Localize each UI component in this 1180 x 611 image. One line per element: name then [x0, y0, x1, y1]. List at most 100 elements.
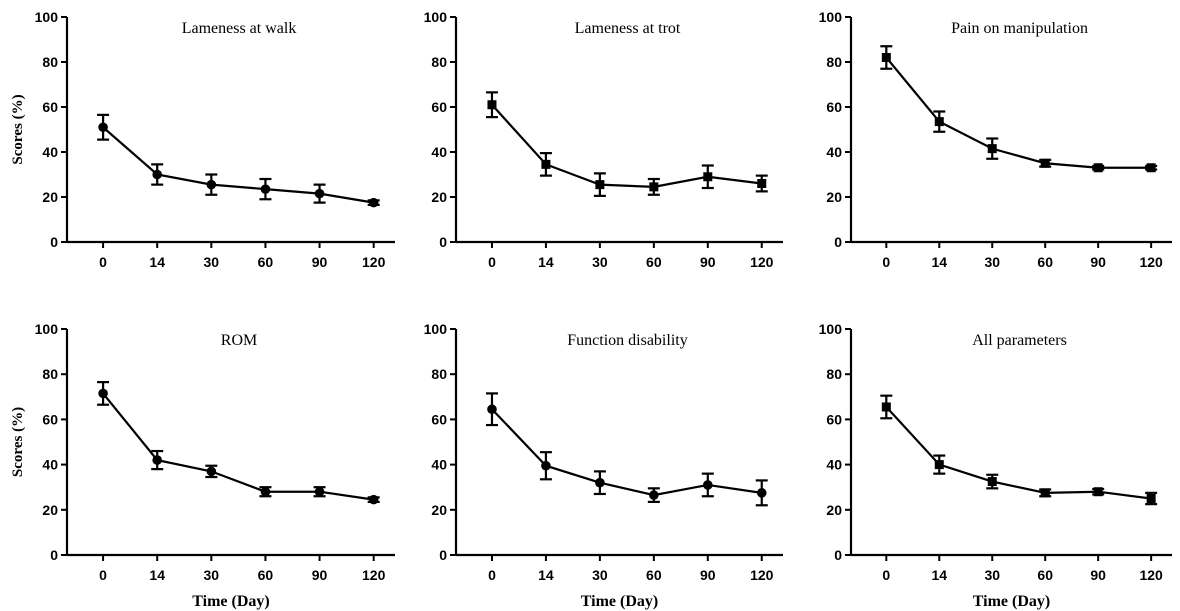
- data-point: [1040, 158, 1050, 168]
- x-tick-label: 0: [488, 254, 496, 270]
- y-tick-label: 60: [431, 99, 447, 115]
- x-tick-label: 90: [312, 254, 328, 270]
- x-tick-label: 30: [984, 567, 1000, 583]
- y-tick-label: 60: [42, 99, 58, 115]
- y-tick-label: 100: [819, 9, 843, 25]
- x-tick-label: 90: [1090, 254, 1106, 270]
- data-point: [206, 179, 217, 190]
- data-point: [1040, 488, 1050, 498]
- data-point: [314, 188, 325, 199]
- series-line: [885, 406, 1152, 500]
- data-point: [595, 477, 605, 488]
- y-tick-label: 40: [42, 457, 58, 473]
- x-tick-label: 14: [538, 567, 554, 583]
- x-tick-label: 0: [882, 254, 890, 270]
- x-tick-label: 120: [750, 254, 774, 270]
- data-point: [934, 460, 944, 470]
- x-axis-label: Time (Day): [192, 593, 269, 610]
- y-tick-label: 100: [35, 321, 59, 337]
- x-tick-label: 120: [750, 567, 774, 583]
- y-tick-label: 60: [431, 411, 447, 427]
- x-tick-label: 60: [258, 567, 274, 583]
- chart-panel-1: 0 20 40 60 80 100 0 14 30 60 90 120 Lameness at walk…: [10, 9, 395, 270]
- data-point: [757, 179, 767, 188]
- data-point: [703, 172, 713, 182]
- x-tick-label: 14: [931, 567, 947, 583]
- data-point: [756, 488, 767, 498]
- data-point: [487, 100, 497, 110]
- x-tick-label: 30: [984, 254, 1000, 270]
- y-axis-label: Scores (%): [10, 94, 26, 164]
- y-axis-label: Scores (%): [10, 407, 26, 477]
- x-tick-label: 30: [592, 567, 608, 583]
- y-tick-label: 0: [439, 547, 447, 563]
- data-point: [98, 122, 108, 133]
- data-point: [152, 169, 162, 180]
- y-tick-label: 60: [826, 99, 842, 115]
- y-tick-label: 40: [431, 457, 447, 473]
- chart-title: All parameters: [972, 332, 1067, 349]
- data-point: [881, 402, 891, 412]
- y-tick-label: 100: [424, 321, 448, 337]
- chart-title: ROM: [221, 332, 257, 349]
- x-tick-label: 14: [149, 254, 165, 270]
- x-tick-label: 14: [149, 567, 165, 583]
- y-tick-label: 100: [424, 9, 448, 25]
- data-point: [881, 53, 891, 62]
- y-tick-label: 100: [819, 321, 843, 337]
- data-point: [934, 117, 944, 127]
- chart-panel-4: 0 20 40 60 80 100 0 14 30 60 90 120 ROM Scores (%) Tim…: [10, 321, 395, 610]
- data-point: [368, 494, 379, 505]
- x-tick-label: 60: [258, 254, 274, 270]
- x-tick-label: 30: [204, 254, 220, 270]
- y-tick-label: 80: [42, 366, 58, 382]
- y-tick-label: 80: [431, 54, 447, 70]
- x-tick-label: 0: [99, 567, 107, 583]
- x-tick-label: 0: [882, 567, 890, 583]
- series-line: [102, 126, 374, 204]
- y-tick-label: 0: [439, 234, 447, 250]
- x-tick-label: 60: [1037, 254, 1053, 270]
- data-point: [314, 486, 325, 497]
- y-tick-label: 100: [35, 9, 59, 25]
- data-point: [1093, 163, 1103, 173]
- x-tick-label: 90: [1090, 567, 1106, 583]
- data-point: [206, 466, 217, 477]
- y-tick-label: 20: [431, 189, 447, 205]
- y-tick-label: 20: [42, 502, 58, 518]
- chart-title: Function disability: [567, 332, 687, 349]
- x-tick-label: 30: [204, 567, 220, 583]
- series-line: [102, 392, 374, 501]
- data-point: [541, 159, 551, 169]
- series-line: [491, 104, 762, 188]
- x-tick-label: 60: [646, 567, 662, 583]
- chart-panel-3: 0 20 40 60 80 100 0 14 30 60 90 120 Pain on manipula…: [819, 9, 1172, 270]
- data-point: [368, 197, 379, 208]
- y-tick-label: 0: [834, 234, 842, 250]
- chart-title: Lameness at trot: [575, 20, 681, 37]
- y-tick-label: 0: [50, 234, 58, 250]
- data-point: [1146, 494, 1156, 503]
- data-point: [1146, 163, 1156, 173]
- y-tick-label: 40: [42, 144, 58, 160]
- y-tick-label: 0: [50, 547, 58, 563]
- data-point: [541, 460, 551, 471]
- x-tick-label: 60: [646, 254, 662, 270]
- x-tick-label: 90: [700, 567, 716, 583]
- chart-title: Lameness at walk: [182, 20, 297, 37]
- x-tick-label: 0: [99, 254, 107, 270]
- data-point: [260, 486, 271, 497]
- data-point: [152, 455, 162, 465]
- data-point: [595, 180, 605, 190]
- series-line: [885, 56, 1152, 169]
- x-tick-label: 60: [1037, 567, 1053, 583]
- x-tick-label: 14: [538, 254, 554, 270]
- data-point: [487, 404, 497, 415]
- y-tick-label: 40: [431, 144, 447, 160]
- chart-panel-5: 0 20 40 60 80 100 0 14 30 60 90 120 Function disabil…: [424, 321, 783, 610]
- x-tick-label: 120: [362, 567, 386, 583]
- data-point: [649, 182, 659, 192]
- y-tick-label: 0: [834, 547, 842, 563]
- y-tick-label: 20: [826, 189, 842, 205]
